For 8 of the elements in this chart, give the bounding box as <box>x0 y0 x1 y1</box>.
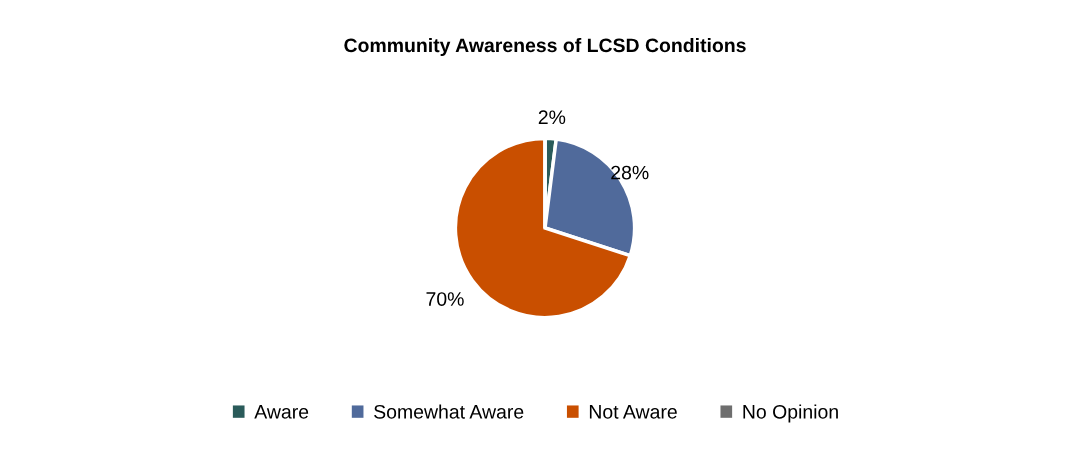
data-label: 28% <box>611 165 649 180</box>
legend-label: Aware <box>254 405 309 419</box>
legend-label: No Opinion <box>743 404 838 423</box>
legend-label: Not Aware <box>589 405 677 419</box>
legend-label: Somewhat Aware <box>374 404 524 419</box>
chart-title: Community Awareness of LCSD Conditions <box>344 37 746 57</box>
data-label: 2% <box>538 110 566 125</box>
data-label: 70% <box>426 292 464 306</box>
